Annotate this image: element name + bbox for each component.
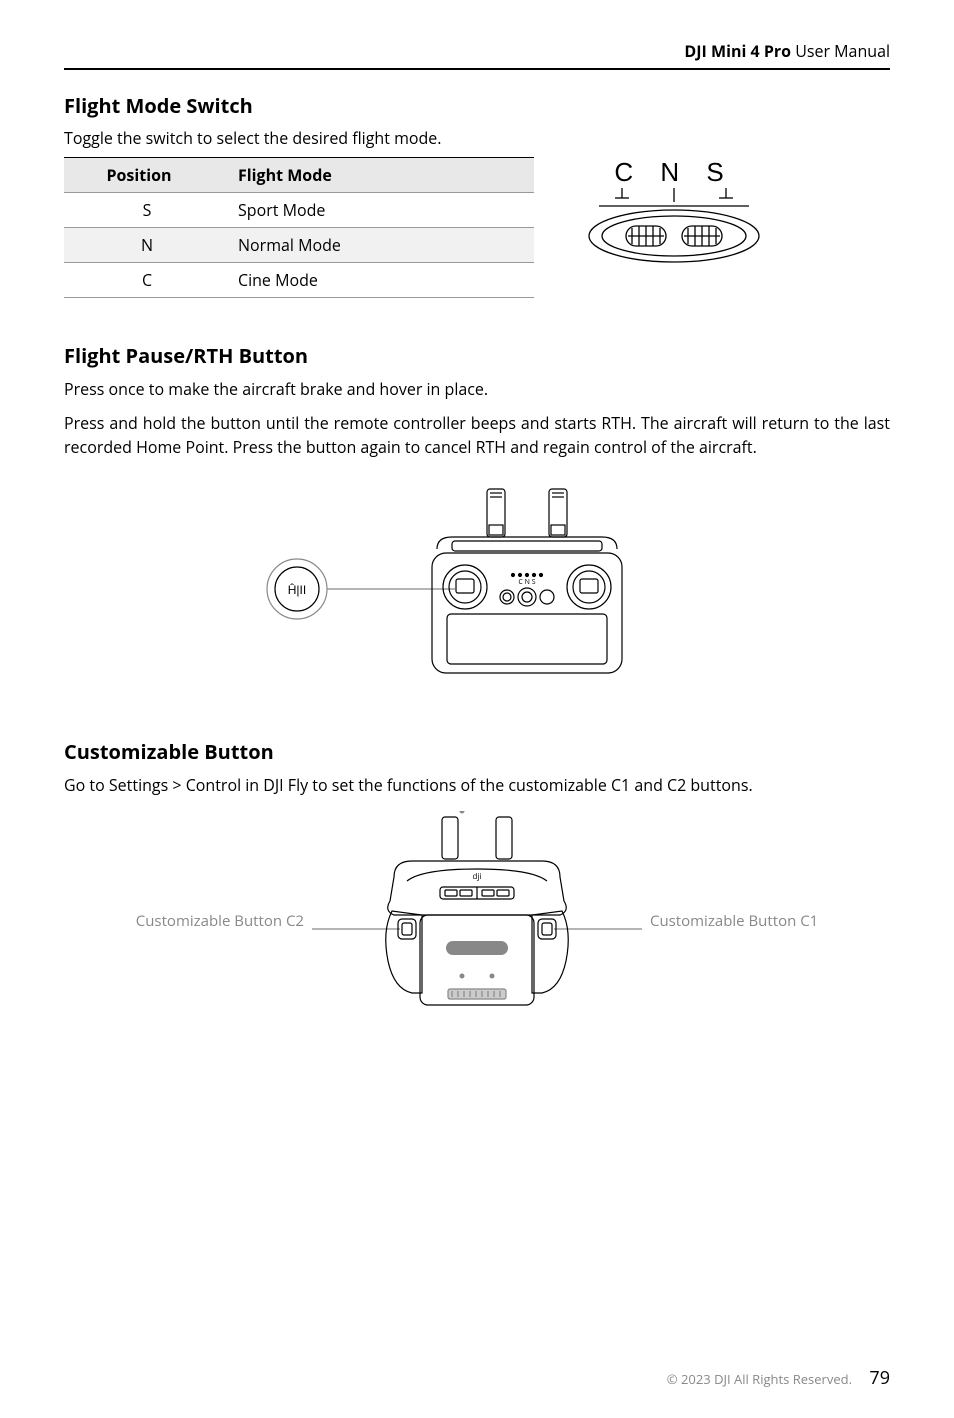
section1-row: Position Flight Mode S Sport Mode N Norm…: [64, 157, 890, 298]
flight-mode-switch-diagram: C N S: [574, 157, 774, 273]
page-footer: © 2023 DJI All Rights Reserved. 79: [667, 1366, 890, 1390]
cell-mode: Cine Mode: [214, 263, 534, 298]
table-header-row: Position Flight Mode: [64, 158, 534, 193]
switch-letters: C N S: [574, 157, 774, 188]
col-position: Position: [64, 158, 214, 193]
section3-title: Customizable Button: [64, 738, 890, 765]
section3: Customizable Button Go to Settings > Con…: [64, 738, 890, 1031]
product-name-bold: DJI Mini 4 Pro: [684, 40, 791, 62]
cell-pos: S: [64, 193, 214, 228]
page-header: DJI Mini 4 Pro User Manual: [64, 40, 890, 70]
switch-icon: [579, 188, 769, 268]
copyright: © 2023 DJI All Rights Reserved.: [667, 1370, 852, 1388]
flight-mode-table: Position Flight Mode S Sport Mode N Norm…: [64, 157, 534, 298]
section2-title: Flight Pause/RTH Button: [64, 342, 890, 369]
col-flight-mode: Flight Mode: [214, 158, 534, 193]
cell-mode: Normal Mode: [214, 228, 534, 263]
cell-pos: C: [64, 263, 214, 298]
remote-back-icon: dji: [312, 811, 642, 1031]
section1-intro: Toggle the switch to select the desired …: [64, 127, 890, 149]
customizable-diagram-row: Customizable Button C2 dji: [64, 811, 890, 1031]
section2: Flight Pause/RTH Button Press once to ma…: [64, 342, 890, 694]
svg-text:Ĥ|II: Ĥ|II: [288, 582, 306, 597]
c2-label: Customizable Button C2: [136, 911, 304, 931]
section2-p2: Press and hold the button until the remo…: [64, 411, 890, 459]
cell-pos: N: [64, 228, 214, 263]
c1-label: Customizable Button C1: [650, 911, 818, 931]
cell-mode: Sport Mode: [214, 193, 534, 228]
section2-p1: Press once to make the aircraft brake an…: [64, 377, 890, 401]
table-row: C Cine Mode: [64, 263, 534, 298]
section1-title: Flight Mode Switch: [64, 92, 890, 119]
page-number: 79: [869, 1366, 890, 1390]
remote-front-icon: Ĥ|II: [237, 479, 717, 689]
section3-p1: Go to Settings > Control in DJI Fly to s…: [64, 773, 890, 797]
svg-text:C N S: C N S: [518, 578, 535, 587]
table-row: N Normal Mode: [64, 228, 534, 263]
table-row: S Sport Mode: [64, 193, 534, 228]
svg-text:dji: dji: [473, 871, 482, 882]
product-name-rest: User Manual: [791, 40, 890, 62]
rth-diagram: Ĥ|II: [64, 479, 890, 694]
